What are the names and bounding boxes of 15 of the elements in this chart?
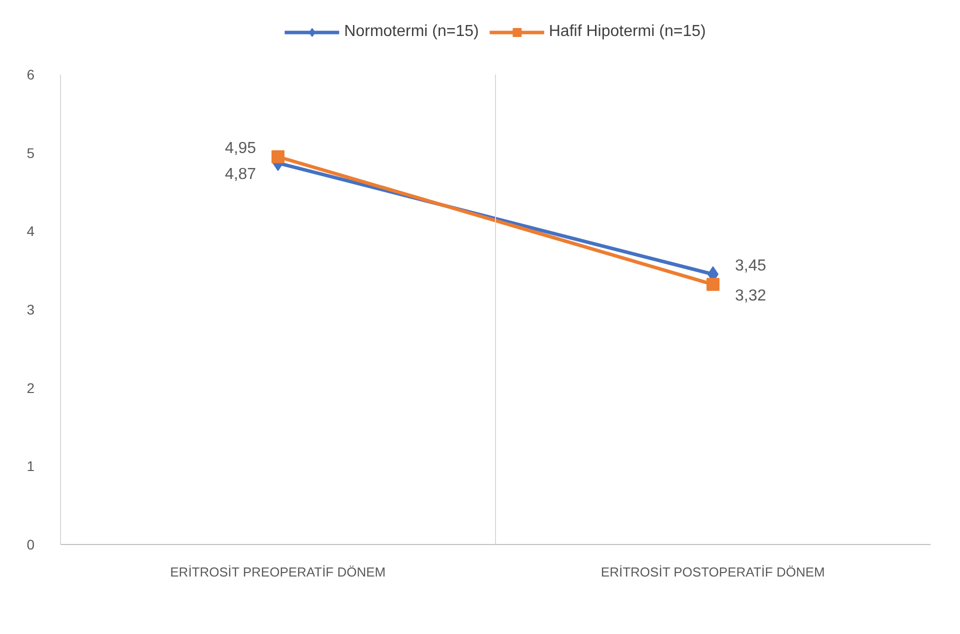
data-label: 3,32 bbox=[735, 287, 766, 304]
data-label: 3,45 bbox=[735, 257, 766, 274]
data-label: 4,95 bbox=[224, 140, 256, 157]
y-tick-label: 3 bbox=[26, 302, 35, 318]
x-tick-label: ERİTROSİT POSTOPERATİF DÖNEM bbox=[600, 564, 825, 580]
y-tick-label: 0 bbox=[26, 536, 35, 552]
data-label: 4,87 bbox=[224, 166, 256, 184]
legend-label: Normotermi (n=15) bbox=[344, 23, 479, 41]
y-tick-label: 5 bbox=[26, 144, 35, 161]
y-tick-label: 6 bbox=[26, 66, 35, 82]
y-tick-label: 1 bbox=[26, 458, 35, 474]
y-tick-label: 2 bbox=[26, 380, 35, 396]
y-tick-label: 4 bbox=[26, 223, 35, 240]
x-tick-label: ERİTROSİT PREOPERATİF DÖNEM bbox=[170, 564, 386, 580]
legend-label: Hafif Hipotermi (n=15) bbox=[548, 23, 706, 41]
